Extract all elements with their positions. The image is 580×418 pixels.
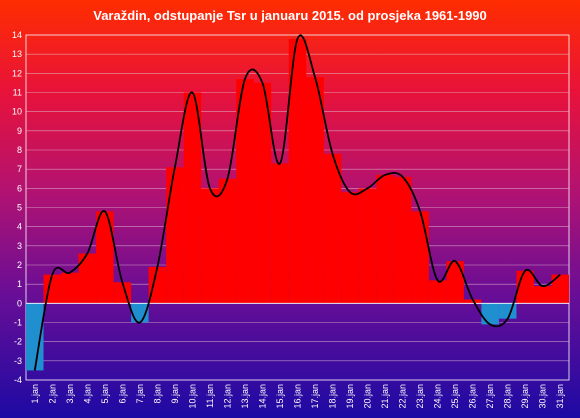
y-tick-label: -1 bbox=[14, 318, 22, 328]
y-tick-label: 13 bbox=[12, 49, 22, 59]
chart-title: Varaždin, odstupanje Tsr u januaru 2015.… bbox=[93, 8, 487, 23]
x-tick-label: 24.jan bbox=[433, 384, 443, 409]
x-tick-label: 18.jan bbox=[328, 384, 338, 409]
bar-31.jan bbox=[551, 274, 569, 304]
bar-17.jan bbox=[306, 77, 324, 304]
x-tick-label: 3.jan bbox=[65, 384, 75, 404]
y-tick-label: 10 bbox=[12, 107, 22, 117]
x-tick-label: 31.jan bbox=[555, 384, 565, 409]
x-tick-label: 6.jan bbox=[117, 384, 127, 404]
bar-13.jan bbox=[236, 79, 254, 304]
x-tick-label: 16.jan bbox=[293, 384, 303, 409]
bar-9.jan bbox=[166, 167, 184, 304]
y-tick-label: -3 bbox=[14, 356, 22, 366]
y-tick-label: 7 bbox=[17, 164, 22, 174]
y-tick-label: -2 bbox=[14, 337, 22, 347]
y-tick-label: 1 bbox=[17, 279, 22, 289]
y-tick-label: 6 bbox=[17, 183, 22, 193]
x-tick-label: 28.jan bbox=[503, 384, 513, 409]
x-tick-label: 25.jan bbox=[450, 384, 460, 409]
x-tick-label: 17.jan bbox=[310, 384, 320, 409]
x-tick-label: 10.jan bbox=[187, 384, 197, 409]
x-tick-label: 9.jan bbox=[170, 384, 180, 404]
y-tick-label: 11 bbox=[13, 88, 22, 98]
x-tick-label: 2.jan bbox=[47, 384, 57, 404]
bar-10.jan bbox=[183, 92, 202, 304]
bar-24.jan bbox=[428, 280, 447, 304]
x-tick-label: 4.jan bbox=[82, 384, 92, 404]
bar-5.jan bbox=[96, 211, 114, 304]
y-tick-label: 12 bbox=[12, 68, 22, 78]
x-tick-label: 13.jan bbox=[240, 384, 250, 409]
bar-27.jan bbox=[481, 303, 499, 325]
bar-20.jan bbox=[358, 188, 377, 304]
y-tick-label: 3 bbox=[17, 241, 22, 251]
x-tick-label: 22.jan bbox=[398, 384, 408, 409]
bar-19.jan bbox=[341, 192, 359, 304]
y-tick-label: 5 bbox=[17, 203, 22, 213]
bar-12.jan bbox=[218, 178, 237, 304]
bar-28.jan bbox=[498, 303, 517, 319]
y-tick-label: 4 bbox=[17, 222, 22, 232]
bar-8.jan bbox=[148, 266, 167, 304]
y-tick-label: 0 bbox=[17, 298, 22, 308]
bar-18.jan bbox=[323, 153, 342, 304]
y-tick-label: 8 bbox=[17, 145, 22, 155]
x-tick-label: 20.jan bbox=[363, 384, 373, 409]
x-tick-label: 8.jan bbox=[152, 384, 162, 404]
bar-1.jan bbox=[26, 303, 44, 371]
trend-line bbox=[33, 34, 561, 371]
y-tick-label: -4 bbox=[14, 375, 22, 385]
x-tick-label: 12.jan bbox=[222, 384, 232, 409]
x-tick-label: 15.jan bbox=[275, 384, 285, 409]
y-tick-label: 9 bbox=[17, 126, 22, 136]
x-tick-label: 19.jan bbox=[345, 384, 355, 409]
bar-14.jan bbox=[253, 82, 272, 304]
y-tick-label: 14 bbox=[12, 30, 22, 40]
x-tick-label: 26.jan bbox=[468, 384, 478, 409]
bar-23.jan bbox=[411, 211, 429, 304]
bar-16.jan bbox=[288, 38, 307, 304]
bar-22.jan bbox=[393, 176, 412, 304]
x-tick-label: 27.jan bbox=[485, 384, 495, 409]
x-tick-label: 30.jan bbox=[538, 384, 548, 409]
bar-4.jan bbox=[78, 253, 97, 304]
bar-21.jan bbox=[376, 174, 394, 304]
smoothed-trend-path bbox=[33, 34, 561, 371]
x-tick-label: 14.jan bbox=[257, 384, 267, 409]
x-axis-ticks: 1.jan 2.jan 3.jan 4.jan 5.jan 6.jan 7.jan 8.jan… bbox=[30, 384, 565, 409]
x-tick-label: 5.jan bbox=[100, 384, 110, 404]
x-tick-label: 29.jan bbox=[520, 384, 530, 409]
bar-25.jan bbox=[446, 261, 464, 304]
x-tick-label: 11.jan bbox=[205, 384, 215, 408]
bar-11.jan bbox=[201, 188, 219, 304]
x-tick-label: 23.jan bbox=[415, 384, 425, 409]
bar-15.jan bbox=[271, 163, 289, 304]
x-tick-label: 21.jan bbox=[380, 384, 390, 409]
x-tick-label: 1.jan bbox=[30, 384, 40, 404]
bar-3.jan bbox=[61, 272, 79, 304]
x-tick-label: 7.jan bbox=[135, 384, 145, 404]
bar-26.jan bbox=[463, 299, 482, 304]
bar-30.jan bbox=[533, 286, 552, 304]
y-tick-label: 2 bbox=[17, 260, 22, 270]
bars bbox=[26, 38, 569, 371]
